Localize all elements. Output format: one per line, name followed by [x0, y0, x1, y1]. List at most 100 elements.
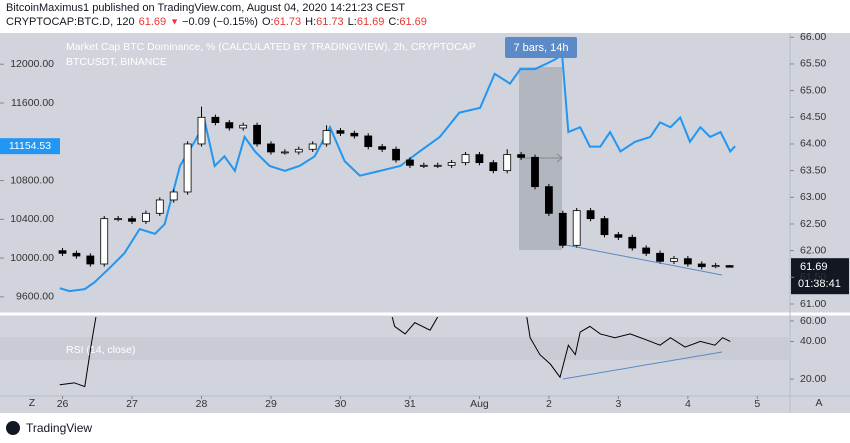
candle-body — [308, 143, 317, 150]
x-tick-label: 2 — [546, 398, 552, 410]
overlay: 7 bars, 14h 11154.53 61.69 01:38:41 — [0, 37, 849, 295]
rsi-tick-label: 20.00 — [800, 373, 826, 385]
x-tick-label: Aug — [470, 398, 489, 410]
candle-body — [253, 124, 261, 145]
annotation-box — [505, 37, 577, 58]
x-tick-label: 27 — [126, 398, 138, 410]
candle-body — [545, 186, 553, 214]
last-price-label: 61.69 — [800, 261, 828, 273]
ohlc-value: 61.73 — [316, 16, 344, 28]
zoom-button[interactable]: Z — [29, 397, 36, 409]
rsi-tick-label: 40.00 — [800, 335, 826, 347]
y-tick-label: 61.50 — [800, 271, 826, 283]
candle-body — [586, 210, 595, 220]
down-arrow: ▼ — [170, 16, 179, 26]
symbol-line: CRYPTOCAP:BTC.D, 120 61.69 ▼ −0.09 (−0.15%)… — [6, 16, 427, 28]
last-price: 61.69 — [139, 16, 167, 28]
candle-body — [86, 255, 95, 265]
candle-body — [683, 258, 692, 265]
candle-body — [489, 162, 498, 172]
candle-body — [336, 130, 345, 134]
y-tick-label: 64.50 — [800, 111, 826, 123]
ohlc-key: O: — [262, 16, 274, 28]
y2-tick-label: 10000.00 — [10, 252, 54, 264]
last-series-label: 11154.53 — [9, 140, 51, 152]
candle-body — [697, 263, 706, 268]
y-tick-label: 62.50 — [800, 218, 826, 230]
annotation-text: 7 bars, 14h — [513, 42, 568, 54]
candle-body — [406, 159, 414, 166]
x-tick-label: 28 — [196, 398, 208, 410]
y2-tick-label: 9600.00 — [16, 291, 54, 303]
y2-tick-label: 12000.00 — [10, 58, 54, 70]
candle-body — [517, 154, 526, 158]
trendline — [565, 244, 723, 276]
y2-tick-label: 10400.00 — [10, 213, 54, 225]
candle-body — [114, 218, 123, 221]
logo-text: TradingView — [26, 421, 92, 435]
candle-body — [364, 135, 373, 148]
candle-body — [211, 116, 220, 124]
rsi-trendline — [562, 351, 723, 380]
candle-body — [725, 265, 734, 268]
y-tick-label: 63.50 — [800, 164, 826, 176]
candle-body — [461, 154, 470, 164]
x-tick-label: 29 — [265, 398, 277, 410]
y-tick-label: 63.00 — [800, 191, 826, 203]
last-series-box — [0, 138, 60, 155]
series-line — [59, 52, 736, 293]
y-tick-label: 65.00 — [800, 84, 826, 96]
candle-body — [239, 124, 248, 129]
change: −0.09 (−0.15%) — [182, 16, 258, 28]
candle-body — [142, 212, 150, 222]
rsi-tick-label: 60.00 — [800, 315, 826, 327]
logo-icon — [6, 421, 20, 435]
y2-tick-label: 11600.00 — [11, 97, 54, 109]
countdown: 01:38:41 — [798, 278, 841, 290]
ohlc-key: L: — [348, 16, 357, 28]
candle-body — [155, 199, 164, 214]
candle-body — [322, 130, 331, 145]
candle-body — [267, 143, 275, 153]
y-tick-label: 62.00 — [800, 244, 826, 256]
candle-body — [433, 164, 442, 167]
ohlc-value: 61.73 — [274, 16, 302, 28]
candle-body — [392, 148, 400, 161]
candle-body — [100, 218, 109, 265]
candle-body — [670, 258, 678, 262]
chart-title: Market Cap BTC Dominance, % (CALCULATED … — [66, 41, 476, 53]
ohlc-value: 61.69 — [399, 16, 427, 28]
ohlc-value: 61.69 — [357, 16, 385, 28]
main-pane — [58, 52, 736, 293]
candle-body — [197, 116, 206, 145]
y-tick-label: 64.00 — [800, 138, 826, 150]
candle-body — [294, 148, 303, 153]
candle-body — [503, 154, 512, 172]
candle-body — [169, 191, 178, 201]
candle-body — [558, 212, 567, 246]
rsi-line — [59, 317, 731, 388]
candle-body — [419, 164, 428, 167]
candle-body — [531, 156, 539, 188]
candle-body — [656, 252, 664, 262]
measure-arrowhead — [556, 153, 563, 163]
candle-body — [58, 250, 67, 254]
candle-body — [378, 146, 387, 150]
x-tick-label: 30 — [335, 398, 347, 410]
ohlc-key: C: — [388, 16, 399, 28]
auto-button[interactable]: A — [815, 397, 822, 409]
chart-subtitle: BTCUSDT, BINANCE — [66, 56, 167, 68]
symbol: CRYPTOCAP:BTC.D, 120 — [6, 16, 135, 28]
rsi-label: RSI (14, close) — [66, 344, 135, 356]
last-price-box — [791, 258, 849, 295]
y-tick-label: 61.00 — [800, 298, 826, 310]
candle-body — [642, 247, 651, 254]
candle-body — [614, 234, 623, 238]
candle-body — [572, 210, 581, 246]
rsi-pane — [59, 317, 731, 388]
y2-tick-label: 10800.00 — [10, 174, 54, 186]
x-tick-label: 26 — [57, 398, 69, 410]
candle-body — [183, 143, 192, 193]
x-tick-label: 31 — [404, 398, 416, 410]
